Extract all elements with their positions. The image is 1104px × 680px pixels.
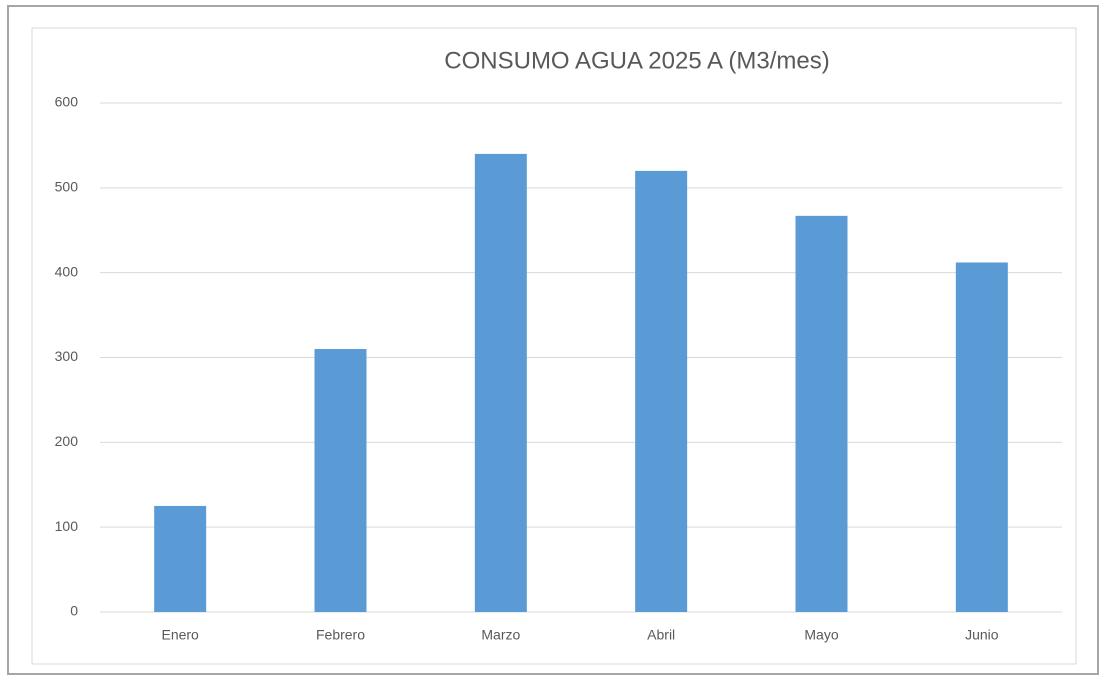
x-tick-label: Marzo [481,627,520,643]
y-tick-label: 500 [55,179,79,195]
y-tick-label: 300 [55,348,79,364]
bar [635,170,688,612]
bar [314,349,367,612]
x-tick-label: Enero [161,627,199,643]
bar [474,153,527,612]
y-tick-label: 200 [55,433,79,449]
x-tick-label: Abril [647,627,675,643]
bar [154,505,207,612]
bar [955,262,1008,612]
chart-title: CONSUMO AGUA 2025 A (M3/mes) [444,47,829,74]
y-tick-label: 600 [55,94,79,110]
y-tick-label: 400 [55,263,79,279]
x-tick-label: Junio [965,627,999,643]
y-tick-label: 0 [70,603,78,619]
x-tick-label: Mayo [804,627,838,643]
y-tick-label: 100 [55,518,79,534]
x-tick-label: Febrero [316,627,365,643]
bar [795,215,848,612]
